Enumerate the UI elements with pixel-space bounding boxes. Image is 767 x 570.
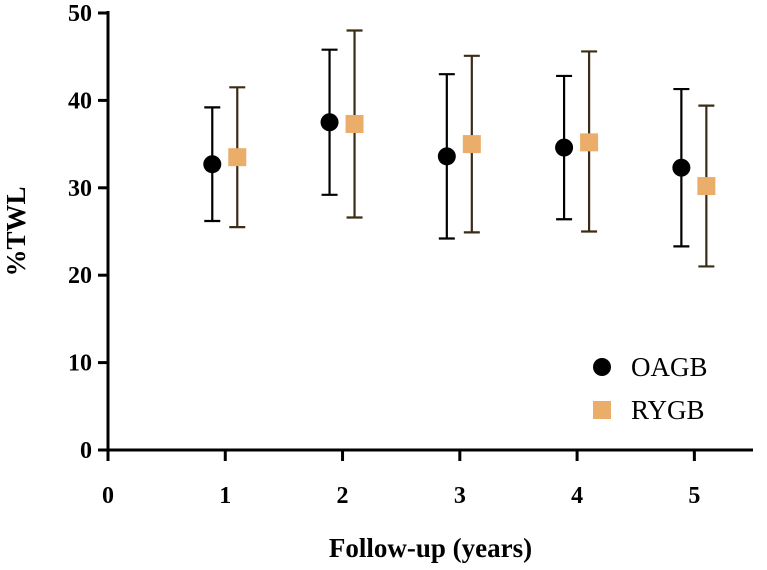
legend-marker [593, 401, 611, 419]
x-tick-label: 3 [454, 483, 466, 509]
data-point [580, 133, 599, 152]
y-tick-label: 20 [68, 263, 92, 289]
y-tick-label: 10 [68, 351, 92, 377]
series-layer [203, 29, 716, 268]
x-axis-title: Follow-up (years) [329, 533, 532, 563]
data-point [437, 147, 456, 166]
data-point [228, 148, 247, 167]
y-tick-label: 50 [68, 1, 92, 27]
legend: OAGB RYGB [593, 352, 708, 425]
series-oagb [203, 48, 691, 248]
y-tick-label: 0 [80, 438, 92, 464]
x-tick-label: 0 [102, 483, 114, 509]
data-point [203, 155, 222, 174]
x-tick-label: 2 [337, 483, 349, 509]
data-point [462, 135, 481, 154]
y-axis-title: %TWL [1, 186, 31, 276]
x-tick-label: 4 [571, 483, 583, 509]
y-tick-label: 30 [68, 176, 92, 202]
series-rygb [228, 29, 716, 268]
data-point [320, 113, 339, 132]
legend-label: RYGB [631, 395, 705, 425]
legend-item-oagb: OAGB [593, 352, 708, 382]
y-tick-label: 40 [68, 88, 92, 114]
axes: 0 10 20 30 40 50 0 1 2 3 4 5 [68, 1, 753, 509]
legend-item-rygb: RYGB [593, 395, 705, 425]
legend-label: OAGB [631, 352, 708, 382]
legend-marker [593, 358, 611, 376]
data-point [345, 114, 364, 133]
data-point [555, 138, 574, 157]
data-point [672, 158, 691, 177]
x-tick-label: 1 [219, 483, 231, 509]
data-point [697, 177, 716, 196]
x-tick-label: 5 [688, 483, 700, 509]
